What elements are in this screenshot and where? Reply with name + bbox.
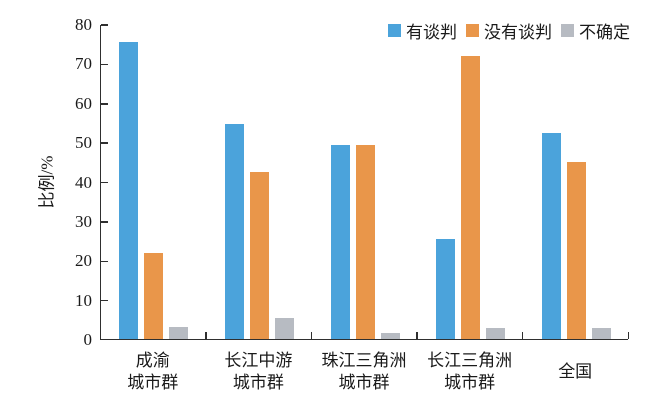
plot-area xyxy=(100,24,629,340)
bar-series2-group5 xyxy=(566,161,586,339)
bar-series2-group1 xyxy=(144,253,164,339)
x-category-label-4: 长江三角洲 城市群 xyxy=(427,351,513,392)
x-tick-5 xyxy=(627,332,629,339)
bar-series3-group4 xyxy=(486,327,506,339)
legend-swatch-icon xyxy=(561,24,574,37)
x-category-label-1: 成渝 城市群 xyxy=(127,351,179,392)
x-tick-2 xyxy=(310,332,313,339)
x-tick-4 xyxy=(521,332,524,339)
x-tick-3 xyxy=(416,332,418,339)
y-axis-title: 比例/% xyxy=(37,155,57,209)
y-tick-label-0: 0 xyxy=(83,330,93,349)
bar-series3-group2 xyxy=(274,318,294,339)
x-tick-1 xyxy=(205,332,207,339)
y-tick-40 xyxy=(101,181,108,184)
y-tick-label-40: 40 xyxy=(75,172,92,192)
x-category-label-2: 长江中游 城市群 xyxy=(224,351,293,392)
bar-series3-group5 xyxy=(591,328,611,339)
legend-label: 有谈判 xyxy=(406,23,457,42)
y-tick-label-70: 70 xyxy=(75,54,92,74)
y-tick-label-10: 10 xyxy=(75,290,92,310)
legend-swatch-icon xyxy=(466,24,479,37)
legend-swatch-icon xyxy=(388,24,401,37)
bar-series2-group4 xyxy=(461,55,481,339)
y-tick-label-80: 80 xyxy=(75,15,92,34)
y-tick-70 xyxy=(101,63,108,66)
y-tick-label-50: 50 xyxy=(75,133,92,153)
x-category-label-5: 全国 xyxy=(558,362,593,381)
legend-item-1: 有谈判 xyxy=(388,18,457,43)
y-tick-label-60: 60 xyxy=(75,93,92,113)
bar-series1-group2 xyxy=(224,124,244,339)
x-category-label-3: 珠江三角洲 城市群 xyxy=(321,351,407,392)
bar-series1-group4 xyxy=(436,238,456,339)
bar-series3-group1 xyxy=(169,327,189,339)
y-tick-60 xyxy=(101,103,108,105)
y-tick-30 xyxy=(101,221,108,223)
legend-item-3: 不确定 xyxy=(561,18,630,43)
bar-series2-group3 xyxy=(355,144,375,339)
y-tick-label-20: 20 xyxy=(75,251,92,271)
legend-label: 没有谈判 xyxy=(484,23,552,42)
bar-series3-group3 xyxy=(380,332,400,339)
y-tick-10 xyxy=(101,299,108,302)
legend-item-2: 没有谈判 xyxy=(466,18,552,43)
bar-series2-group2 xyxy=(249,171,269,339)
bar-series1-group1 xyxy=(119,41,139,339)
legend: 有谈判 没有谈判 不确定 xyxy=(388,18,630,43)
bar-series1-group5 xyxy=(541,133,561,339)
y-tick-80 xyxy=(101,24,108,26)
y-tick-label-30: 30 xyxy=(75,211,92,231)
y-tick-50 xyxy=(101,142,108,144)
y-tick-20 xyxy=(101,260,108,262)
legend-label: 不确定 xyxy=(579,23,630,42)
bar-series1-group3 xyxy=(330,145,350,339)
